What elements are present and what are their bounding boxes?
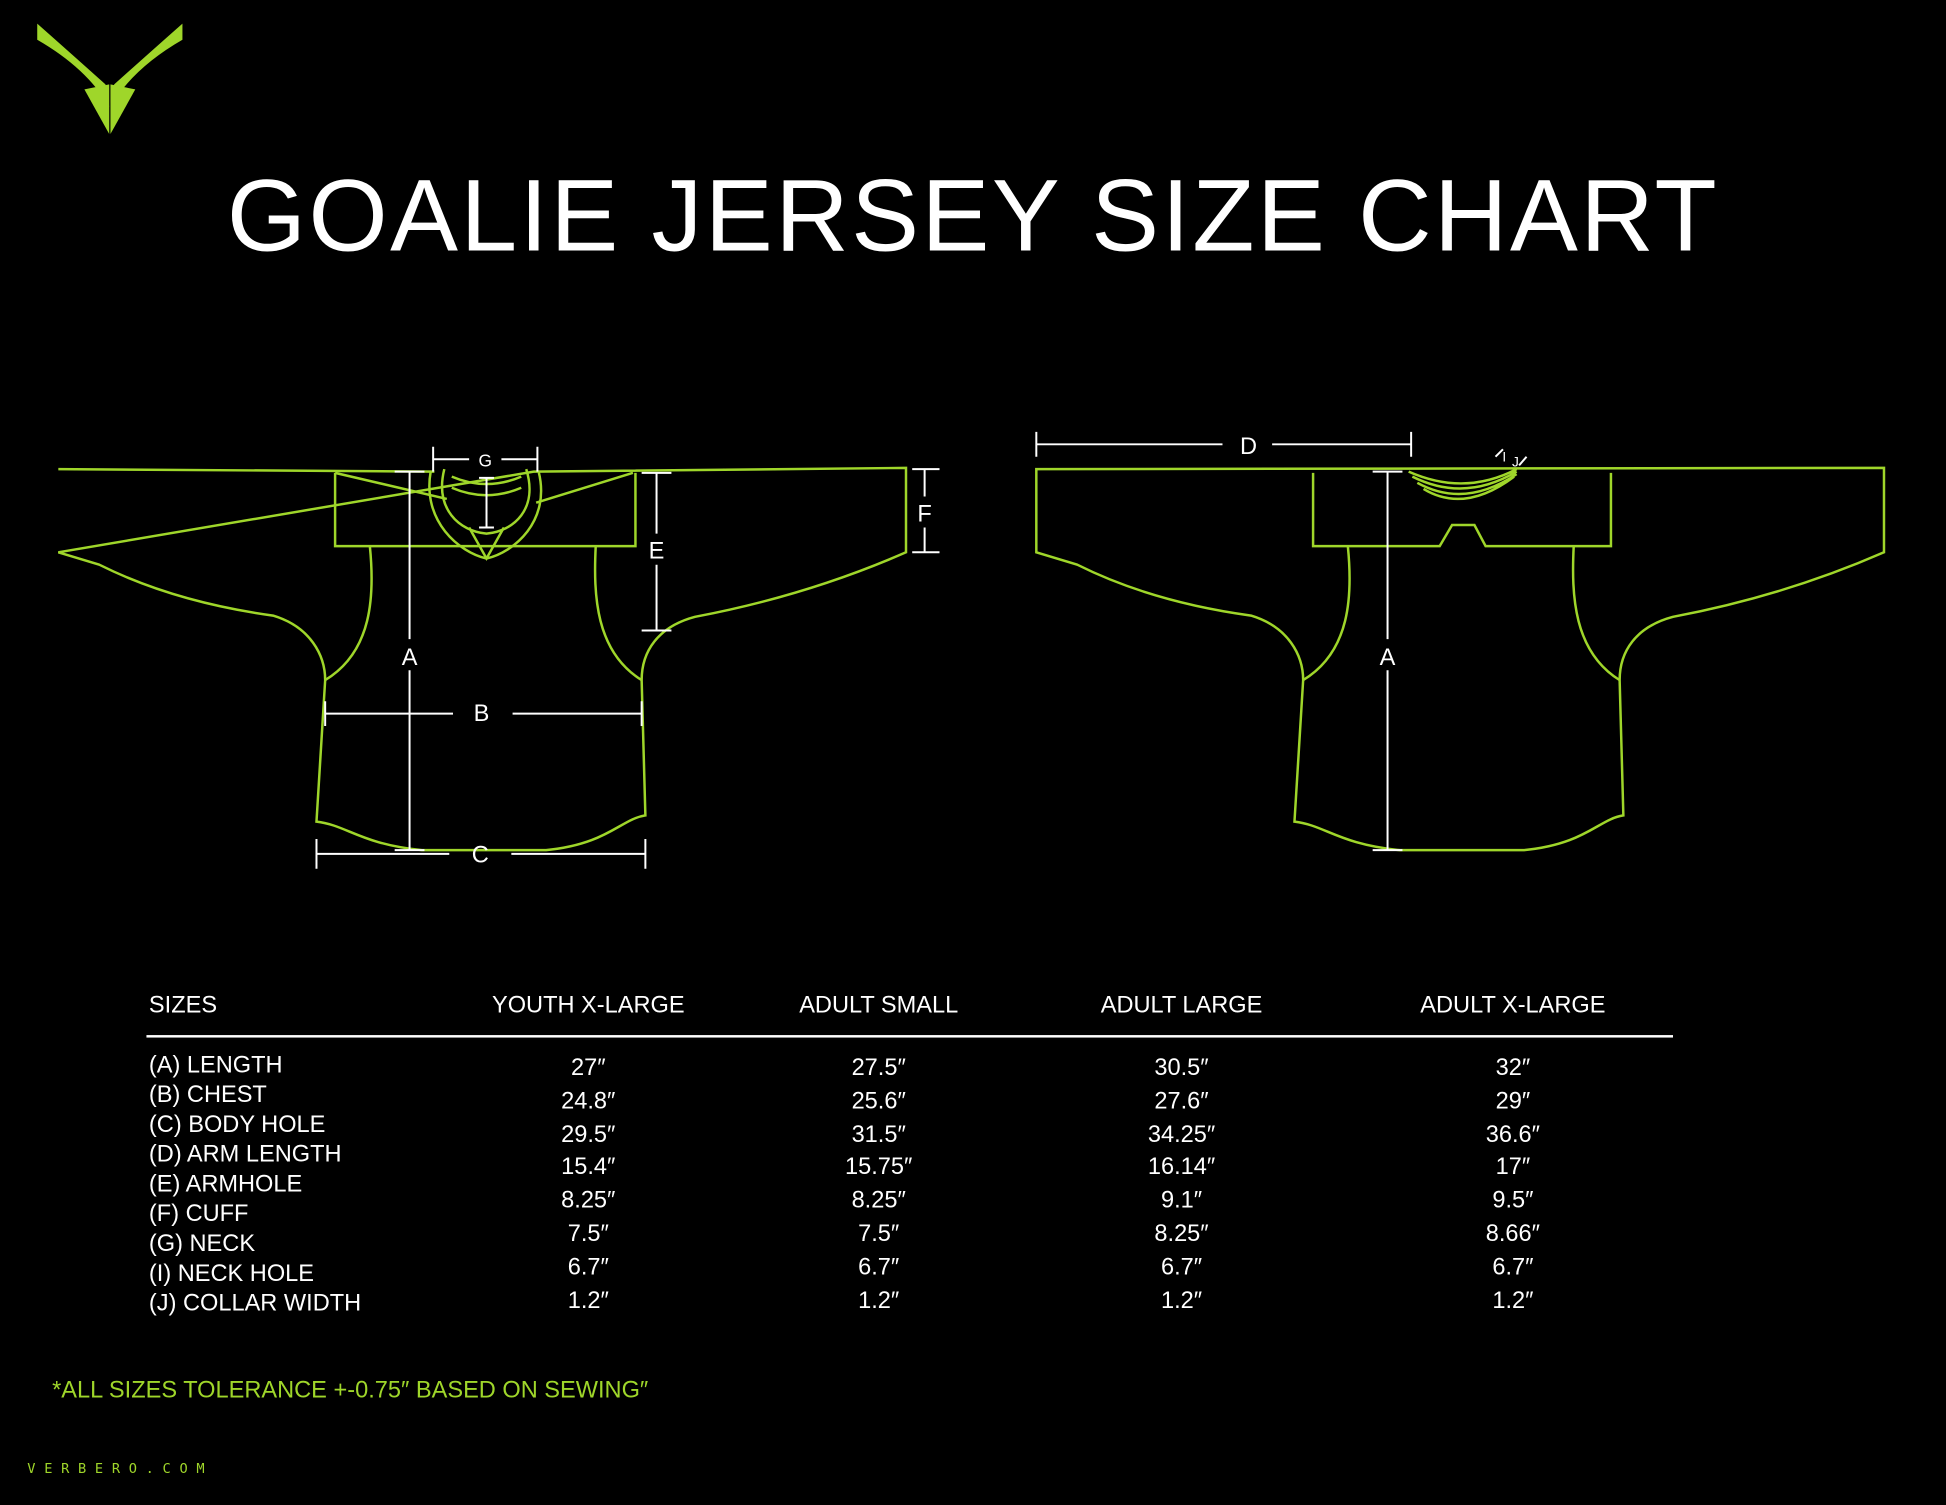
table-cell: 17″ — [1495, 1154, 1531, 1181]
table-cell: 27″ — [570, 1054, 606, 1081]
table-cell: 27.5″ — [851, 1054, 906, 1081]
table-cell: 8.25″ — [1154, 1221, 1209, 1248]
table-cell: 32″ — [1495, 1054, 1531, 1081]
jersey-front-outline — [57, 466, 908, 852]
table-cell: 31.5″ — [851, 1121, 906, 1148]
table-cell: 1.2″ — [858, 1287, 900, 1314]
table-cell: 6.7″ — [1160, 1254, 1203, 1281]
label-f: F — [917, 500, 931, 526]
table-cell: 1.2″ — [1492, 1287, 1534, 1314]
table-cell: 15.4″ — [561, 1154, 616, 1181]
table-cell: 27.6″ — [1154, 1088, 1209, 1115]
row-label: (I) NECK HOLE — [148, 1260, 315, 1288]
table-cell: 25.6″ — [851, 1088, 906, 1115]
label-c: C — [472, 842, 489, 868]
row-label: (F) CUFF — [148, 1201, 249, 1228]
table-cell: 16.14″ — [1147, 1154, 1216, 1181]
table-cell: 7.5″ — [567, 1221, 609, 1248]
row-label: (G) NECK — [148, 1231, 256, 1258]
label-a-back: A — [1380, 644, 1396, 670]
header-adult-large: ADULT LARGE — [1100, 992, 1263, 1019]
table-cell: 36.6″ — [1485, 1121, 1541, 1148]
tolerance-note: *ALL SIZES TOLERANCE +-0.75″ BASED ON SE… — [52, 1377, 649, 1404]
table-cell: 34.25″ — [1147, 1121, 1216, 1148]
table-cell: 8.66″ — [1485, 1221, 1541, 1248]
header-adult-xl: ADULT X-LARGE — [1420, 992, 1606, 1019]
table-cell: 9.5″ — [1492, 1187, 1534, 1215]
label-b: B — [474, 700, 490, 726]
table-cell: 29″ — [1495, 1088, 1531, 1115]
table-cell: 24.8″ — [561, 1088, 616, 1115]
label-g: G — [479, 451, 493, 471]
table-cell: 1.2″ — [567, 1287, 609, 1314]
back-measurements: A D I J — [1035, 431, 1528, 852]
table-cell: 1.2″ — [1160, 1287, 1203, 1314]
header-sizes: SIZES — [148, 992, 218, 1019]
table-cell: 29.5″ — [561, 1121, 616, 1148]
header-divider — [146, 1035, 1674, 1038]
row-label: (A) LENGTH — [148, 1052, 283, 1079]
label-d: D — [1240, 433, 1257, 459]
row-label: (C) BODY HOLE — [148, 1112, 326, 1139]
table-cell: 8.25″ — [851, 1187, 906, 1215]
row-label: (J) COLLAR WIDTH — [148, 1290, 362, 1317]
verbero-logo — [37, 23, 183, 135]
table-cell: 6.7″ — [858, 1254, 900, 1281]
table-cell: 15.75″ — [845, 1154, 913, 1181]
row-label: (B) CHEST — [148, 1082, 267, 1109]
header-youth-xl: YOUTH X-LARGE — [491, 992, 685, 1019]
label-j: J — [1512, 455, 1519, 470]
table-cell: 8.25″ — [561, 1187, 616, 1215]
table-cell: 6.7″ — [1492, 1254, 1534, 1281]
page-title: GOALIE JERSEY SIZE CHART — [226, 160, 1720, 274]
table-cell: 30.5″ — [1154, 1054, 1209, 1081]
table-cell: 7.5″ — [858, 1221, 900, 1248]
website-link[interactable]: VERBERO.COM — [27, 1460, 214, 1477]
front-measurements: A B C E F G — [315, 446, 940, 869]
label-a-front: A — [402, 644, 418, 670]
label-e: E — [649, 537, 665, 563]
jersey-back-outline — [1035, 466, 1886, 852]
label-i: I — [1502, 450, 1506, 465]
table-cell: 6.7″ — [567, 1254, 609, 1281]
row-label: (E) ARMHOLE — [148, 1171, 303, 1198]
header-adult-small: ADULT SMALL — [799, 992, 959, 1019]
table-cell: 9.1″ — [1160, 1187, 1203, 1215]
row-label: (D) ARM LENGTH — [148, 1141, 342, 1168]
